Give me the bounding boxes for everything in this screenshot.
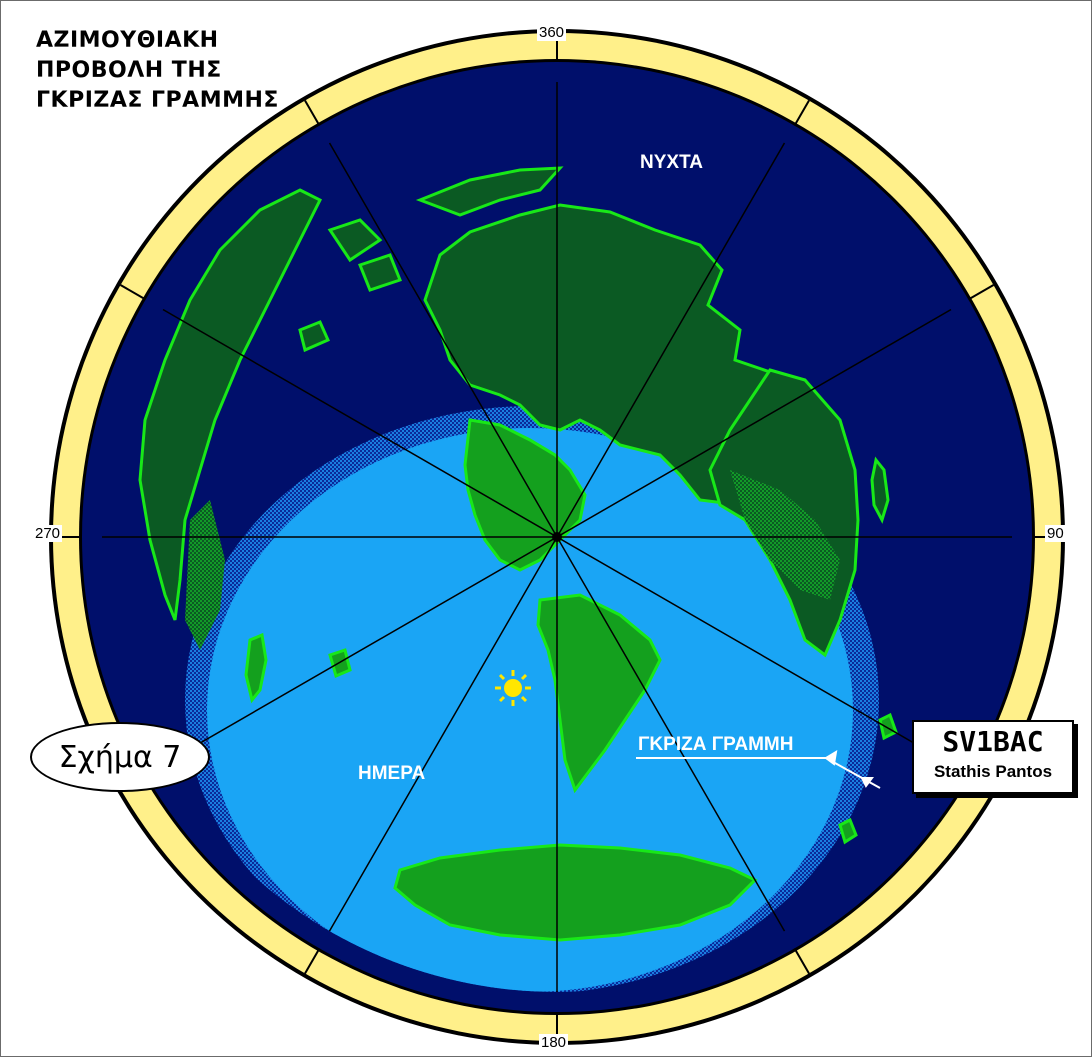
figure-badge: Σχήμα 7 <box>30 722 210 792</box>
grayline-label: ΓΚΡΙΖΑ ΓΡΑΜΜΗ <box>638 734 793 756</box>
night-label: ΝΥΧΤΑ <box>640 152 703 174</box>
center-point <box>552 532 562 542</box>
author-callsign: SV1BAC <box>914 724 1072 760</box>
azimuth-label-west: 270 <box>33 525 62 542</box>
title-line-3: ΓΚΡΙΖΑΣ ΓΡΑΜΜΗΣ <box>36 86 279 116</box>
title-line-1: ΑΖΙΜΟΥΘΙΑΚΗ <box>36 26 279 56</box>
azimuth-label-south: 180 <box>539 1034 568 1051</box>
azimuth-label-east: 90 <box>1045 525 1066 542</box>
day-label: ΗΜΕΡΑ <box>358 763 425 785</box>
author-box: SV1BAC Stathis Pantos <box>912 720 1074 794</box>
sun-icon <box>495 670 531 706</box>
azimuth-label-north: 360 <box>537 24 566 41</box>
map-title: ΑΖΙΜΟΥΘΙΑΚΗ ΠΡΟΒΟΛΗ ΤΗΣ ΓΚΡΙΖΑΣ ΓΡΑΜΜΗΣ <box>36 26 279 116</box>
author-name: Stathis Pantos <box>914 760 1072 784</box>
title-line-2: ΠΡΟΒΟΛΗ ΤΗΣ <box>36 56 279 86</box>
